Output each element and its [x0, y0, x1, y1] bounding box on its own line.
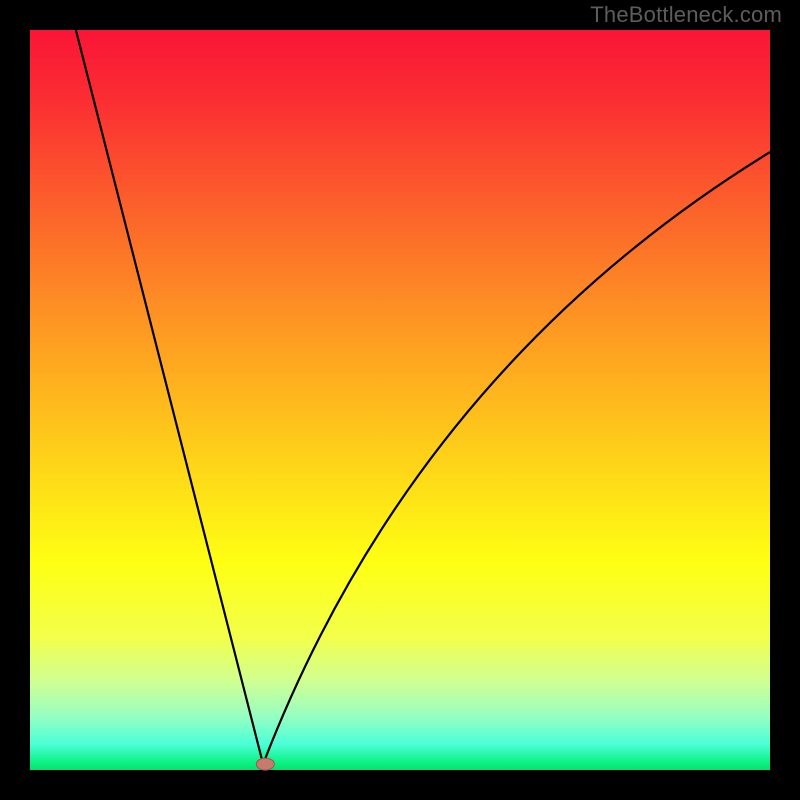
bottleneck-chart: [0, 0, 800, 800]
minimum-marker: [256, 758, 274, 770]
gradient-background: [30, 30, 770, 770]
watermark-text: TheBottleneck.com: [590, 2, 782, 28]
chart-container: TheBottleneck.com: [0, 0, 800, 800]
